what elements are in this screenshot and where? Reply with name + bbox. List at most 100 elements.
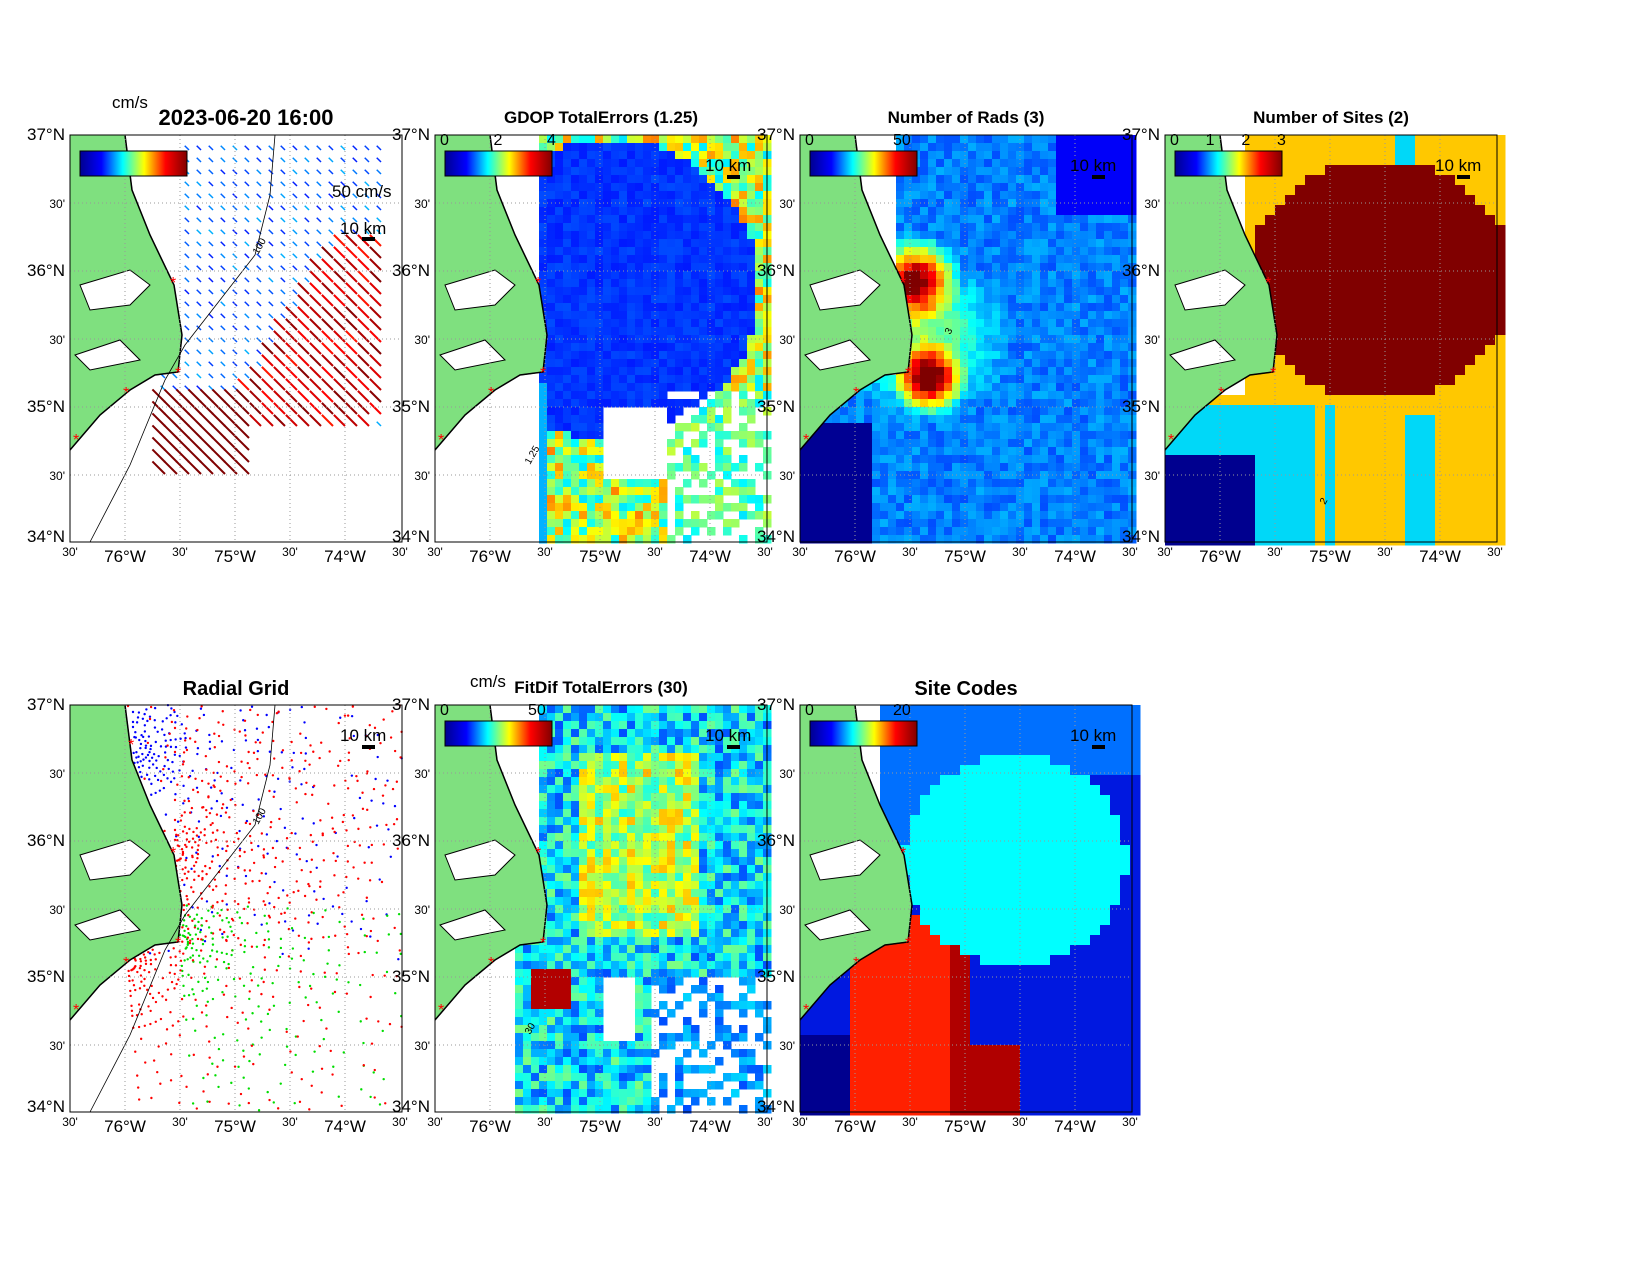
- data-cell: [595, 295, 604, 304]
- current-vector: [285, 390, 298, 403]
- data-cell: [1032, 447, 1041, 456]
- data-cell: [1495, 365, 1506, 376]
- data-cell: [1495, 275, 1506, 286]
- data-cell: [1040, 407, 1049, 416]
- data-cell: [1185, 515, 1196, 526]
- data-cell: [1425, 495, 1436, 506]
- data-cell: [659, 399, 668, 408]
- data-cell: [1120, 391, 1129, 400]
- data-cell: [1455, 395, 1466, 406]
- data-cell: [587, 399, 596, 408]
- current-vector: [357, 318, 370, 331]
- current-vector: [268, 289, 274, 295]
- data-cell: [904, 247, 913, 256]
- data-cell: [1305, 245, 1316, 256]
- data-cell: [579, 135, 588, 144]
- current-vector: [309, 390, 322, 403]
- data-cell: [840, 439, 849, 448]
- data-cell: [683, 375, 692, 384]
- data-cell: [1032, 367, 1041, 376]
- current-vector: [345, 294, 358, 307]
- data-cell: [1064, 159, 1073, 168]
- data-cell: [960, 231, 969, 240]
- data-cell: [539, 223, 548, 232]
- data-cell: [731, 151, 740, 160]
- data-cell: [936, 215, 945, 224]
- data-cell: [1495, 215, 1506, 226]
- data-cell: [1305, 495, 1316, 506]
- data-cell: [1305, 315, 1316, 326]
- data-cell: [595, 183, 604, 192]
- data-cell: [1195, 475, 1206, 486]
- radial-grid-point: [144, 756, 148, 759]
- data-cell: [1235, 395, 1246, 406]
- data-cell: [1405, 325, 1416, 336]
- data-cell: [808, 439, 817, 448]
- current-vector: [184, 385, 190, 391]
- data-cell: [888, 503, 897, 512]
- data-cell: [1285, 255, 1296, 266]
- data-cell: [595, 303, 604, 312]
- data-cell: [1425, 315, 1436, 326]
- data-cell: [1275, 475, 1286, 486]
- data-cell: [747, 135, 756, 144]
- data-cell: [1032, 239, 1041, 248]
- data-cell: [699, 231, 708, 240]
- data-cell: [547, 223, 556, 232]
- data-cell: [1485, 485, 1496, 496]
- data-cell: [739, 223, 748, 232]
- data-cell: [747, 311, 756, 320]
- data-cell: [1285, 505, 1296, 516]
- data-cell: [1465, 365, 1476, 376]
- data-cell: [1080, 255, 1089, 264]
- data-cell: [1335, 485, 1346, 496]
- data-cell: [563, 143, 572, 152]
- data-cell: [1032, 159, 1041, 168]
- data-cell: [976, 311, 985, 320]
- data-cell: [1435, 515, 1446, 526]
- data-cell: [1048, 183, 1057, 192]
- data-cell: [1395, 235, 1406, 246]
- data-cell: [571, 407, 580, 416]
- data-cell: [595, 191, 604, 200]
- data-cell: [1475, 155, 1486, 166]
- current-vector: [340, 193, 346, 199]
- data-cell: [1435, 325, 1446, 336]
- data-cell: [1255, 175, 1266, 186]
- data-cell: [1415, 195, 1426, 206]
- data-cell: [627, 231, 636, 240]
- current-vector: [357, 378, 370, 391]
- data-cell: [691, 303, 700, 312]
- data-cell: [944, 463, 953, 472]
- data-cell: [539, 399, 548, 408]
- data-cell: [960, 527, 969, 536]
- data-cell: [968, 159, 977, 168]
- data-cell: [619, 135, 628, 144]
- data-cell: [944, 367, 953, 376]
- data-cell: [691, 263, 700, 272]
- colorbar-tick-label: 0: [805, 132, 814, 149]
- data-cell: [1080, 455, 1089, 464]
- data-cell: [1415, 395, 1426, 406]
- data-cell: [936, 351, 945, 360]
- data-cell: [952, 263, 961, 272]
- data-cell: [928, 143, 937, 152]
- data-cell: [571, 527, 580, 536]
- data-cell: [856, 511, 865, 520]
- data-cell: [1425, 395, 1436, 406]
- radial-grid-point: [148, 778, 151, 781]
- data-cell: [1175, 465, 1186, 476]
- data-cell: [1375, 355, 1386, 366]
- data-cell: [976, 287, 985, 296]
- data-cell: [731, 183, 740, 192]
- data-cell: [699, 431, 708, 440]
- data-cell: [643, 311, 652, 320]
- data-cell: [1285, 355, 1296, 366]
- data-cell: [723, 247, 732, 256]
- data-cell: [1325, 345, 1336, 356]
- data-cell: [928, 503, 937, 512]
- data-cell: [683, 535, 692, 544]
- data-cell: [555, 343, 564, 352]
- data-cell: [864, 511, 873, 520]
